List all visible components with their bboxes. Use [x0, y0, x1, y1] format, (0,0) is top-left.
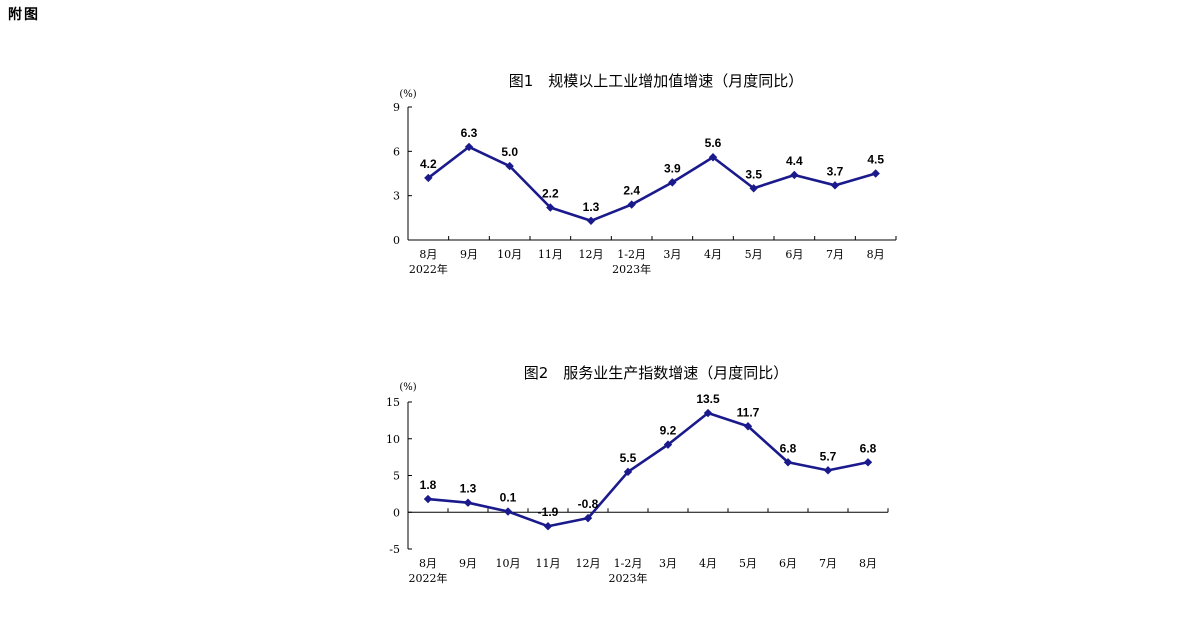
- data-label: 2.2: [542, 186, 559, 200]
- data-label: 4.2: [420, 157, 437, 171]
- data-point-marker: [505, 161, 514, 171]
- data-label: 6.8: [780, 441, 797, 455]
- data-label: 5.0: [501, 145, 518, 159]
- data-label: 1.8: [420, 478, 437, 492]
- y-tick-label: 15: [386, 396, 400, 409]
- data-point-marker: [863, 458, 873, 467]
- data-label: 13.5: [696, 392, 720, 406]
- y-tick-label: 0: [393, 234, 400, 247]
- data-point-marker: [668, 178, 677, 187]
- data-label: -1.9: [538, 505, 559, 519]
- data-point-marker: [783, 458, 793, 467]
- x-tick-label: 1-2月: [617, 248, 646, 261]
- x-tick-label: 11月: [538, 248, 563, 261]
- x-tick-label: 10月: [496, 557, 521, 570]
- data-label: 6.8: [860, 441, 877, 455]
- data-point-marker: [823, 466, 833, 475]
- data-label: 4.5: [867, 153, 884, 167]
- x-tick-label: 8月: [859, 557, 877, 570]
- data-point-marker: [663, 440, 673, 449]
- x-year-label: 2023年: [609, 571, 648, 585]
- data-point-marker: [623, 467, 633, 477]
- x-tick-label: 9月: [460, 248, 478, 261]
- x-tick-label: 8月: [419, 557, 437, 570]
- data-point-marker: [743, 422, 753, 431]
- x-tick-label: 9月: [459, 557, 477, 570]
- data-point-marker: [586, 216, 596, 225]
- data-point-marker: [546, 203, 555, 212]
- data-point-marker: [543, 522, 553, 531]
- chart-title: 图2 服务业生产指数增速（月度同比）: [524, 364, 789, 382]
- x-tick-label: 7月: [826, 248, 844, 261]
- x-tick-label: 12月: [579, 248, 604, 261]
- data-point-marker: [871, 169, 880, 178]
- series-line: [427, 145, 877, 223]
- y-tick-label: 3: [393, 190, 400, 203]
- x-tick-label: 12月: [576, 557, 601, 570]
- y-axis-unit: (%): [399, 89, 416, 100]
- series-line: [427, 411, 869, 528]
- data-label: 1.3: [460, 482, 477, 496]
- data-label: -0.8: [578, 497, 599, 511]
- y-tick-label: 10: [386, 433, 400, 446]
- data-label: 3.7: [827, 164, 844, 178]
- x-tick-label: 3月: [659, 557, 677, 570]
- x-tick-label: 10月: [497, 248, 522, 261]
- data-label: 4.4: [786, 154, 803, 168]
- x-year-label: 2022年: [409, 262, 448, 276]
- data-point-marker: [708, 153, 718, 162]
- x-tick-label: 4月: [704, 248, 722, 261]
- data-point-marker: [424, 173, 433, 183]
- data-point-marker: [464, 142, 474, 152]
- data-label: 1.3: [583, 200, 600, 214]
- data-label: 5.5: [620, 451, 637, 465]
- y-tick-label: 6: [393, 145, 400, 158]
- y-tick-label: 0: [393, 506, 400, 519]
- page-label: 附图: [8, 7, 40, 23]
- data-label: 0.1: [500, 491, 517, 505]
- y-tick-label: 9: [393, 101, 400, 114]
- chart-title: 图1 规模以上工业增加值增速（月度同比）: [509, 72, 804, 90]
- data-point-marker: [749, 184, 758, 193]
- data-label: 2.4: [623, 184, 640, 198]
- data-label: 3.5: [745, 167, 762, 181]
- data-label: 11.7: [737, 405, 760, 419]
- data-point-marker: [830, 181, 840, 190]
- data-point-marker: [627, 200, 636, 209]
- data-label: 5.7: [820, 449, 837, 463]
- y-tick-label: -5: [389, 543, 400, 556]
- x-tick-label: 1-2月: [614, 557, 643, 570]
- x-year-label: 2022年: [409, 571, 448, 585]
- x-tick-label: 5月: [745, 248, 763, 261]
- x-tick-label: 6月: [785, 248, 803, 261]
- x-tick-label: 7月: [819, 557, 837, 570]
- y-axis-unit: (%): [399, 382, 416, 393]
- data-point-marker: [703, 408, 713, 418]
- x-tick-label: 8月: [419, 248, 437, 261]
- data-label: 9.2: [660, 424, 677, 438]
- x-tick-label: 5月: [739, 557, 757, 570]
- data-point-marker: [463, 498, 473, 507]
- data-label: 3.9: [664, 161, 681, 175]
- x-year-label: 2023年: [612, 262, 651, 276]
- y-tick-label: 5: [393, 470, 400, 483]
- data-point-marker: [583, 513, 593, 523]
- x-tick-label: 11月: [536, 557, 561, 570]
- data-point-marker: [790, 170, 799, 180]
- x-tick-label: 4月: [699, 557, 717, 570]
- x-tick-label: 8月: [867, 248, 885, 261]
- data-label: 5.6: [705, 136, 722, 150]
- data-point-marker: [423, 494, 433, 504]
- data-point-marker: [503, 507, 513, 516]
- data-label: 6.3: [461, 126, 478, 140]
- x-tick-label: 6月: [779, 557, 797, 570]
- x-tick-label: 3月: [663, 248, 681, 261]
